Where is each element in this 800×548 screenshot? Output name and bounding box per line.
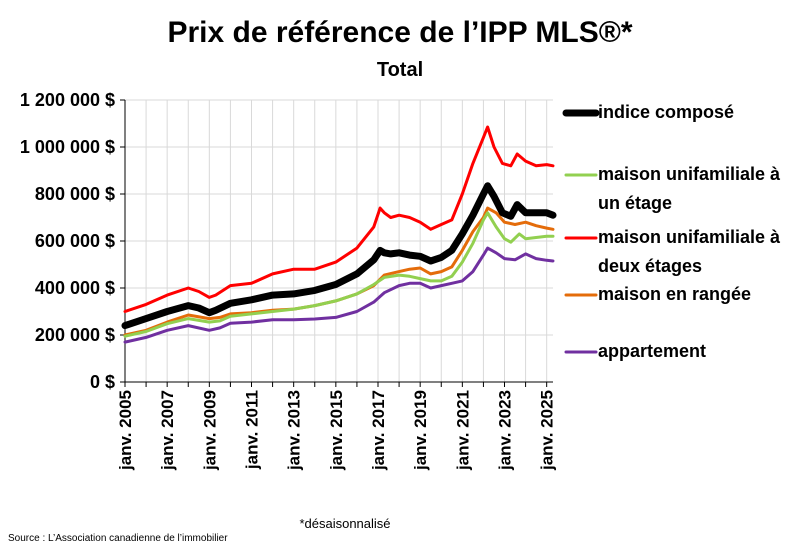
- x-axis-ticks: janv. 2005 janv. 2007 janv. 2009 janv. 2011…: [116, 390, 557, 471]
- y-axis-ticks: 0 $ 200 000 $ 400 000 $ 600 000 $ 800 000 $ 1…: [20, 90, 115, 392]
- x-tick-label: janv. 2009: [200, 390, 219, 471]
- legend-label: un étage: [598, 193, 672, 213]
- axes: [120, 99, 553, 387]
- y-tick-label: 200 000 $: [35, 325, 115, 345]
- series-line-maison-unifamiliale-deux-tages: [123, 125, 555, 313]
- x-tick-label: janv. 2025: [538, 390, 557, 471]
- series-lines: [121, 125, 557, 344]
- x-tick-label: janv. 2011: [243, 390, 262, 470]
- x-tick-label: janv. 2019: [411, 390, 430, 471]
- legend-label: maison en rangée: [598, 284, 751, 304]
- series-line-maison-en-rang-e: [123, 206, 555, 337]
- y-tick-label: 800 000 $: [35, 184, 115, 204]
- x-tick-label: janv. 2015: [327, 390, 346, 471]
- x-tick-label: janv. 2007: [158, 390, 177, 471]
- y-tick-label: 1 000 000 $: [20, 137, 115, 157]
- x-tick-label: janv. 2023: [496, 390, 515, 471]
- x-tick-label: janv. 2017: [369, 390, 388, 471]
- legend-label: maison unifamiliale à: [598, 227, 781, 247]
- y-tick-label: 400 000 $: [35, 278, 115, 298]
- series-line-maison-unifamiliale-un-tage: [123, 211, 555, 338]
- legend-label: appartement: [598, 341, 706, 361]
- chart-title: Prix de référence de l’IPP MLS®*: [167, 16, 632, 49]
- legend-label: maison unifamiliale à: [598, 164, 781, 184]
- legend-label: indice composé: [598, 102, 734, 122]
- x-tick-label: janv. 2021: [453, 390, 472, 471]
- y-tick-label: 0 $: [90, 372, 115, 392]
- legend-label: deux étages: [598, 256, 702, 276]
- x-tick-label: janv. 2005: [116, 390, 135, 471]
- y-tick-label: 600 000 $: [35, 231, 115, 251]
- footnote: *désaisonnalisé: [299, 516, 390, 531]
- y-tick-label: 1 200 000 $: [20, 90, 115, 110]
- series-line-appartement: [123, 246, 555, 344]
- legend: indice composé maison unifamiliale à un ét…: [562, 102, 781, 361]
- chart-subtitle: Total: [377, 59, 423, 81]
- series-line-indice-compos-: [121, 182, 557, 330]
- grid: [124, 99, 553, 382]
- source-note: Source : L’Association canadienne de l’i…: [8, 533, 228, 544]
- x-tick-label: janv. 2013: [285, 390, 304, 471]
